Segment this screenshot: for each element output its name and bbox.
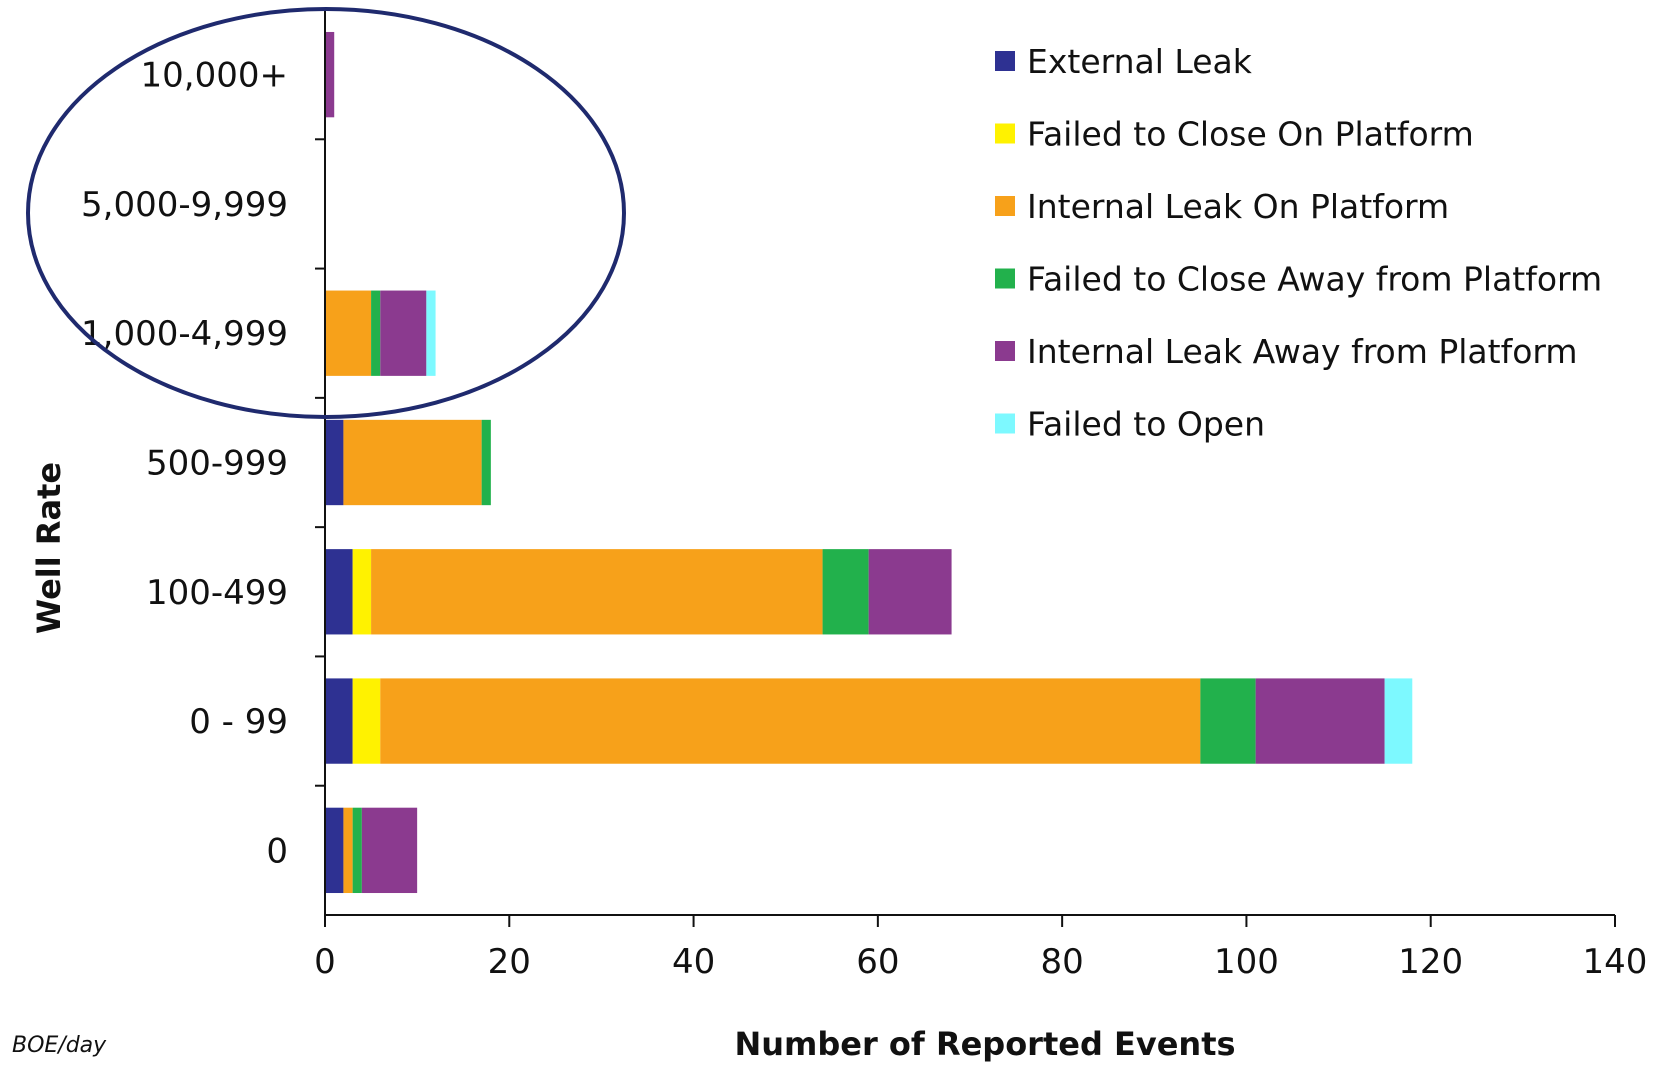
x-tick-label: 140 (1583, 942, 1648, 982)
legend-label: Internal Leak On Platform (1027, 187, 1449, 226)
legend-label: Failed to Close On Platform (1027, 115, 1474, 154)
bar-segment (361, 807, 418, 894)
bar-segment (343, 419, 482, 506)
legend-label: Failed to Open (1027, 405, 1265, 444)
x-tick-label: 80 (1041, 942, 1084, 982)
y-tick-label: 5,000-9,999 (81, 185, 288, 225)
y-tick-label: 1,000-4,999 (81, 314, 288, 354)
legend-label: Internal Leak Away from Platform (1027, 332, 1578, 371)
x-tick-label: 100 (1214, 942, 1279, 982)
bars (325, 31, 1413, 894)
x-tick-label: 120 (1398, 942, 1463, 982)
x-axis-title: Number of Reported Events (734, 1025, 1235, 1063)
bar-segment (1255, 678, 1385, 764)
bar-segment (1384, 678, 1413, 764)
bar-segment (343, 807, 353, 894)
bar-segment (325, 290, 372, 376)
y-tick-label: 0 (266, 831, 288, 871)
bar-segment (371, 549, 823, 635)
bar-segment (380, 290, 427, 376)
bar-segment (822, 549, 869, 635)
bar-segment (380, 678, 1201, 764)
x-tick-label: 60 (856, 942, 899, 982)
legend: External Leak Failed to Close On Platform… (995, 42, 1602, 444)
bar-segment (352, 678, 381, 764)
bar-segment (426, 290, 436, 376)
bar-segment (1200, 678, 1256, 764)
legend-swatch (995, 341, 1015, 361)
x-ticks: 0 20 40 60 80 100 120 140 (314, 915, 1647, 982)
axes (324, 10, 1615, 916)
bar-segment (481, 419, 491, 506)
footnote: BOE/day (12, 1033, 107, 1058)
x-tick-label: 20 (488, 942, 531, 982)
bar-segment (325, 549, 353, 635)
y-ticks: 10,000+ 5,000-9,999 1,000-4,999 500-999 100-… (81, 56, 325, 871)
bar-segment (868, 549, 952, 635)
x-tick-label: 0 (314, 942, 336, 982)
legend-label: External Leak (1027, 42, 1253, 81)
legend-swatch (995, 196, 1015, 216)
bar-segment (325, 678, 353, 764)
bar-segment (325, 31, 335, 118)
legend-swatch (995, 268, 1015, 289)
bar-segment (352, 807, 362, 894)
legend-swatch (995, 51, 1015, 71)
legend-swatch (995, 123, 1015, 144)
bar-segment (325, 419, 344, 506)
bar-segment (371, 290, 381, 376)
y-tick-label: 0 - 99 (189, 702, 288, 742)
bar-segment (352, 549, 372, 635)
bar-segment (325, 807, 344, 894)
legend-swatch (995, 413, 1015, 434)
y-axis-title: Well Rate (30, 462, 68, 634)
y-tick-label: 100-499 (146, 573, 288, 613)
y-tick-label: 500-999 (146, 444, 288, 484)
highlight-ellipse (26, 7, 626, 419)
y-tick-label: 10,000+ (141, 56, 288, 96)
legend-label: Failed to Close Away from Platform (1027, 260, 1602, 299)
x-tick-label: 40 (672, 942, 715, 982)
